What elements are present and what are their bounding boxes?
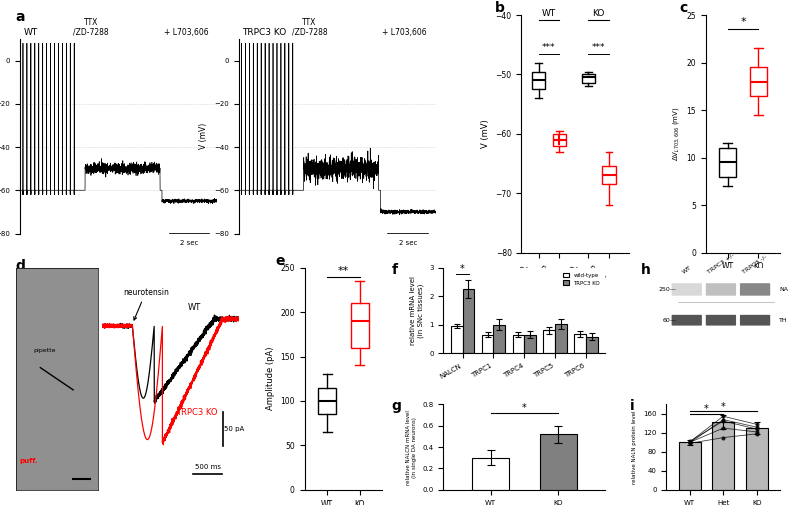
- Legend: wild-type, TRPC3 KO: wild-type, TRPC3 KO: [561, 271, 603, 288]
- Text: ***: ***: [542, 42, 556, 52]
- FancyBboxPatch shape: [671, 283, 702, 296]
- Bar: [556, 324, 567, 353]
- Bar: [544, 330, 556, 353]
- Bar: [481, 335, 493, 353]
- FancyBboxPatch shape: [671, 315, 702, 326]
- PathPatch shape: [552, 134, 566, 146]
- Bar: [512, 335, 524, 353]
- Y-axis label: V (mV): V (mV): [481, 120, 490, 148]
- Text: 60—: 60—: [663, 318, 677, 323]
- Y-axis label: relative NALCN mRNA level
(in single DA neurons): relative NALCN mRNA level (in single DA …: [406, 410, 417, 485]
- Text: b: b: [495, 1, 504, 15]
- Bar: [463, 289, 474, 353]
- PathPatch shape: [582, 75, 595, 83]
- Text: ***: ***: [592, 42, 605, 52]
- Bar: [451, 326, 463, 353]
- Bar: [472, 458, 509, 490]
- Text: *: *: [522, 403, 526, 413]
- Text: a: a: [16, 11, 25, 24]
- PathPatch shape: [719, 148, 736, 177]
- Text: g: g: [392, 399, 402, 413]
- Text: *: *: [704, 405, 709, 415]
- PathPatch shape: [532, 72, 545, 89]
- Text: NALCN: NALCN: [779, 287, 788, 292]
- PathPatch shape: [750, 67, 767, 96]
- Bar: [745, 428, 768, 490]
- Text: c: c: [680, 1, 688, 15]
- Text: TRPC3 -/-: TRPC3 -/-: [742, 254, 768, 275]
- FancyBboxPatch shape: [740, 315, 770, 326]
- FancyBboxPatch shape: [706, 315, 736, 326]
- Bar: [712, 422, 734, 490]
- Text: *: *: [740, 17, 745, 27]
- Text: i: i: [630, 399, 634, 413]
- Text: *: *: [721, 401, 726, 412]
- Text: 250—: 250—: [659, 287, 677, 292]
- Text: d: d: [16, 259, 26, 273]
- FancyBboxPatch shape: [740, 283, 770, 296]
- Text: f: f: [392, 263, 398, 277]
- FancyBboxPatch shape: [706, 283, 736, 296]
- Bar: [540, 434, 577, 490]
- Y-axis label: ΔV$_{L703,606}$ (mV): ΔV$_{L703,606}$ (mV): [671, 107, 681, 161]
- Y-axis label: Amplitude (pA): Amplitude (pA): [266, 347, 275, 411]
- PathPatch shape: [351, 303, 369, 347]
- Text: e: e: [275, 255, 284, 268]
- Bar: [586, 337, 598, 353]
- Text: h: h: [641, 263, 651, 277]
- Text: **: **: [338, 266, 349, 276]
- Text: TH: TH: [779, 318, 788, 323]
- Bar: [574, 334, 586, 353]
- Text: KO: KO: [593, 9, 605, 18]
- PathPatch shape: [318, 388, 336, 414]
- Bar: [493, 325, 505, 353]
- Bar: [524, 335, 536, 353]
- Bar: [678, 442, 701, 490]
- Y-axis label: relative mRNA level
(in SNc tissues): relative mRNA level (in SNc tissues): [411, 276, 424, 345]
- Text: *: *: [460, 264, 465, 274]
- Text: TRPC3 +/-: TRPC3 +/-: [707, 252, 735, 275]
- Y-axis label: relative NALN protein level: relative NALN protein level: [633, 411, 637, 484]
- Text: WT: WT: [541, 9, 556, 18]
- PathPatch shape: [603, 167, 615, 184]
- Text: WT: WT: [682, 265, 693, 275]
